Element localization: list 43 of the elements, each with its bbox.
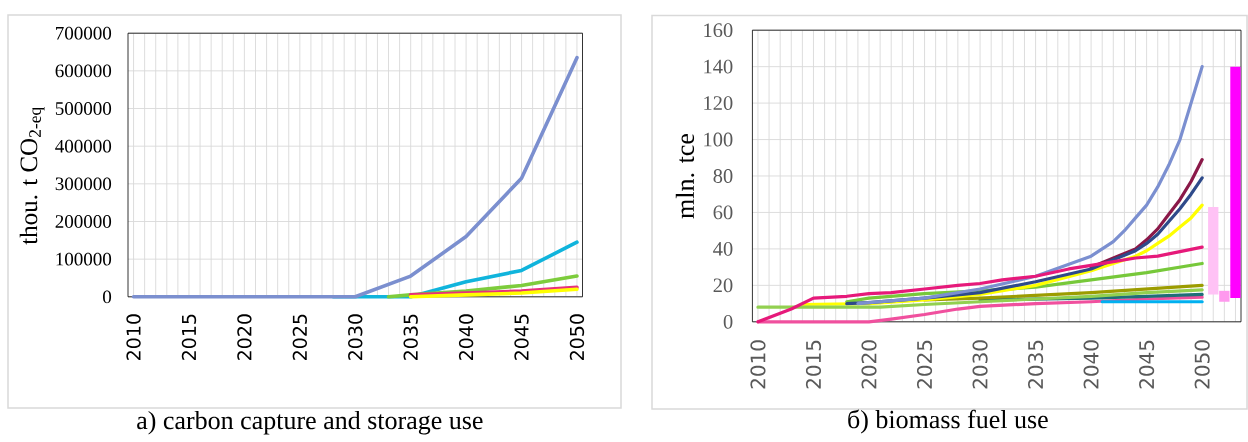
y-axis-title: thou. t CO$_{2-eq}$: [19, 107, 45, 245]
y-tick-label: 60: [713, 205, 733, 220]
y-tick-label: 500000: [55, 102, 112, 115]
x-tick-label: 2030: [348, 314, 363, 360]
text: б) biomass fuel use: [848, 409, 1048, 434]
y-tick-label: 400000: [55, 139, 112, 153]
x-tick-label: 2040: [458, 314, 474, 360]
x-tick-label: 2020: [237, 314, 252, 360]
y-tick-label: 0: [103, 290, 112, 304]
bar: [1208, 206, 1219, 295]
y-tick-label: 100: [704, 132, 733, 147]
x-tick-label: 2025: [292, 314, 308, 360]
y-tick-label: 160: [704, 23, 733, 38]
x-tick-label: 2035: [1028, 340, 1044, 389]
bar: [1230, 66, 1241, 299]
y-tick-label: 40: [713, 241, 733, 256]
x-tick-label: 2035: [403, 314, 418, 360]
y-tick-label: 300000: [55, 177, 112, 191]
x-tick-label: 2050: [1194, 340, 1210, 389]
x-tick-label: 2045: [514, 314, 529, 360]
x-tick-label: 2050: [569, 314, 585, 360]
y-tick-label: 140: [704, 59, 733, 74]
y-tick-label: 20: [713, 278, 733, 293]
x-tick-label: 2025: [916, 340, 933, 389]
y-axis-title: mln. tce: [675, 133, 695, 219]
x-tick-label: 2040: [1083, 340, 1099, 389]
y-tick-label: 200000: [55, 215, 112, 228]
text: a) carbon capture and storage use: [137, 410, 483, 435]
x-tick-label: 2010: [750, 340, 766, 389]
x-tick-label: 2020: [861, 340, 877, 389]
bar: [1219, 290, 1230, 302]
x-tick-label: 2010: [126, 314, 141, 360]
y-tick-label: 700000: [56, 26, 112, 40]
y-tick-label: 80: [713, 169, 733, 183]
y-tick-label: 600000: [55, 64, 112, 78]
x-tick-label: 2015: [181, 314, 197, 360]
x-tick-label: 2030: [972, 340, 988, 389]
x-tick-label: 2045: [1139, 340, 1155, 389]
y-tick-label: 120: [704, 96, 733, 111]
y-tick-label: 100000: [56, 252, 112, 266]
y-tick-label: 0: [723, 314, 733, 329]
x-tick-label: 2015: [805, 340, 822, 389]
line-series: [756, 288, 1204, 309]
